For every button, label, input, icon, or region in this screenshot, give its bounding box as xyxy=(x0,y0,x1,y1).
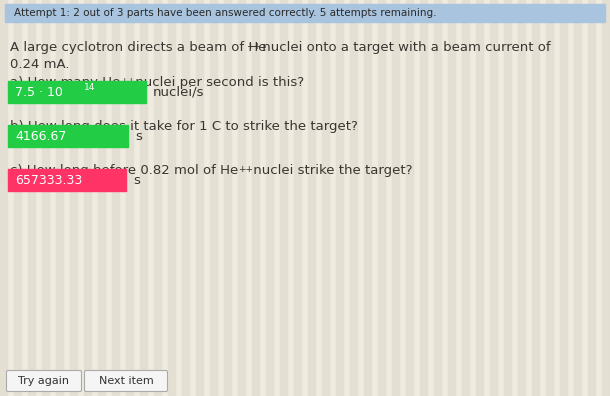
Bar xyxy=(406,0,413,396)
Bar xyxy=(574,0,581,396)
FancyBboxPatch shape xyxy=(85,371,168,392)
Text: 7.5 · 10: 7.5 · 10 xyxy=(15,86,63,99)
Text: nuclei per second is this?: nuclei per second is this? xyxy=(131,76,304,89)
Bar xyxy=(462,0,469,396)
Bar xyxy=(56,0,63,396)
Text: 4166.67: 4166.67 xyxy=(15,129,66,143)
Bar xyxy=(378,0,385,396)
Text: nuclei/s: nuclei/s xyxy=(153,86,204,99)
Bar xyxy=(350,0,357,396)
Bar xyxy=(154,0,161,396)
Bar xyxy=(280,0,287,396)
Text: b) How long does it take for 1 C to strike the target?: b) How long does it take for 1 C to stri… xyxy=(10,120,358,133)
Bar xyxy=(588,0,595,396)
Bar xyxy=(210,0,217,396)
Bar xyxy=(448,0,455,396)
Text: nuclei strike the target?: nuclei strike the target? xyxy=(249,164,412,177)
Bar xyxy=(476,0,483,396)
Bar xyxy=(182,0,189,396)
Bar xyxy=(560,0,567,396)
Bar xyxy=(238,0,245,396)
Text: A large cyclotron directs a beam of He: A large cyclotron directs a beam of He xyxy=(10,41,267,54)
Text: Attempt 1: 2 out of 3 parts have been answered correctly. 5 attempts remaining.: Attempt 1: 2 out of 3 parts have been an… xyxy=(14,8,437,18)
Text: 0.24 mA.: 0.24 mA. xyxy=(10,58,70,71)
FancyBboxPatch shape xyxy=(7,371,82,392)
Bar xyxy=(42,0,49,396)
Bar xyxy=(322,0,329,396)
Bar xyxy=(98,0,105,396)
Text: a) How many He: a) How many He xyxy=(10,76,120,89)
Bar xyxy=(112,0,119,396)
Bar xyxy=(518,0,525,396)
Text: c) How long before 0.82 mol of He: c) How long before 0.82 mol of He xyxy=(10,164,239,177)
Text: s: s xyxy=(133,173,140,187)
Bar xyxy=(420,0,427,396)
Text: ++: ++ xyxy=(120,77,135,86)
Bar xyxy=(5,4,605,22)
Bar xyxy=(8,81,146,103)
Text: Try again: Try again xyxy=(18,376,70,386)
Text: ++: ++ xyxy=(238,165,253,174)
Bar xyxy=(434,0,441,396)
Bar xyxy=(392,0,399,396)
Text: Next item: Next item xyxy=(99,376,153,386)
Text: 14: 14 xyxy=(84,82,95,91)
Bar xyxy=(28,0,35,396)
Bar xyxy=(308,0,315,396)
Bar xyxy=(294,0,301,396)
Bar xyxy=(602,0,609,396)
Text: s: s xyxy=(135,129,142,143)
Bar xyxy=(8,169,126,191)
Bar xyxy=(196,0,203,396)
Bar xyxy=(364,0,371,396)
Bar xyxy=(0,0,7,396)
Text: ++: ++ xyxy=(246,42,261,51)
Bar xyxy=(14,0,21,396)
Bar xyxy=(546,0,553,396)
Bar xyxy=(336,0,343,396)
Bar xyxy=(266,0,273,396)
Bar xyxy=(532,0,539,396)
Bar xyxy=(490,0,497,396)
Bar xyxy=(252,0,259,396)
Bar xyxy=(224,0,231,396)
Bar xyxy=(504,0,511,396)
Bar xyxy=(126,0,133,396)
Bar xyxy=(84,0,91,396)
Text: nuclei onto a target with a beam current of: nuclei onto a target with a beam current… xyxy=(258,41,551,54)
Bar xyxy=(140,0,147,396)
Bar xyxy=(168,0,175,396)
Text: 657333.33: 657333.33 xyxy=(15,173,82,187)
Bar xyxy=(70,0,77,396)
Bar xyxy=(8,125,128,147)
